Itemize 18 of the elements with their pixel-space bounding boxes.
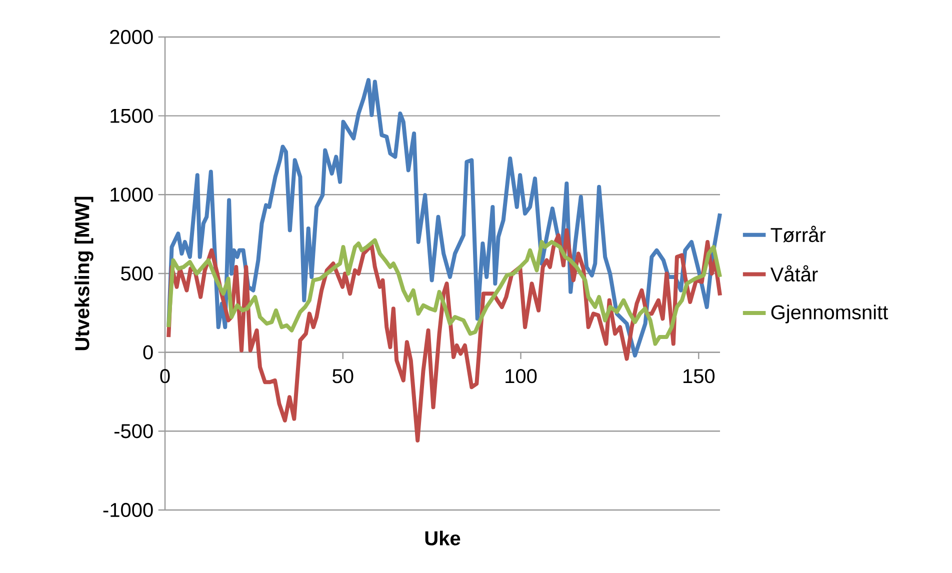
y-tick-label: 1500 bbox=[110, 108, 153, 123]
y-tick-label: 1000 bbox=[110, 188, 153, 202]
legend-label: Våtår bbox=[770, 265, 818, 282]
line-series bbox=[166, 78, 722, 358]
y-tick-label: 0 bbox=[143, 345, 153, 360]
x-tick-label: 50 bbox=[332, 369, 354, 384]
legend-label: Gjennomsnitt bbox=[771, 304, 888, 324]
x-tick-label: 150 bbox=[684, 369, 715, 384]
y-axis-title: Utveksling [MW] bbox=[74, 196, 94, 350]
y-tick-label: -500 bbox=[114, 424, 153, 438]
x-axis-title: Uke bbox=[425, 530, 460, 546]
legend-label: Tørrår bbox=[770, 226, 826, 242]
x-tick-label: 0 bbox=[160, 369, 170, 384]
y-tick-label: 500 bbox=[121, 266, 153, 281]
x-tick-label: 100 bbox=[506, 369, 537, 384]
y-tick-label: -1000 bbox=[103, 502, 153, 518]
line-series bbox=[166, 238, 722, 346]
y-tick-label: 2000 bbox=[110, 30, 153, 44]
